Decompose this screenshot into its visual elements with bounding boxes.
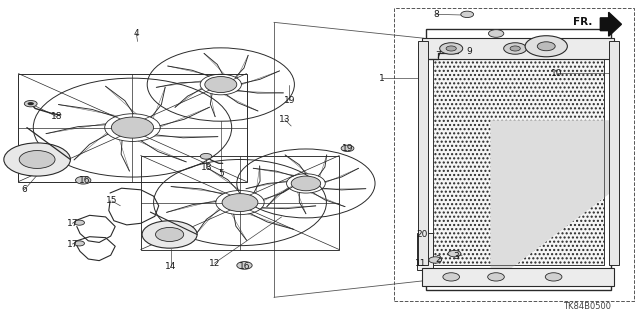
Circle shape bbox=[200, 153, 212, 159]
Text: 2: 2 bbox=[435, 256, 440, 264]
Circle shape bbox=[111, 117, 154, 138]
Text: 18: 18 bbox=[201, 163, 212, 172]
Polygon shape bbox=[491, 120, 611, 284]
Circle shape bbox=[510, 46, 520, 51]
Circle shape bbox=[440, 43, 463, 54]
Text: 15: 15 bbox=[106, 197, 118, 205]
Text: 19: 19 bbox=[284, 96, 295, 105]
Circle shape bbox=[222, 194, 258, 211]
Text: 12: 12 bbox=[209, 259, 220, 268]
Bar bbox=[422, 38, 614, 59]
Circle shape bbox=[545, 273, 562, 281]
Bar bbox=[394, 8, 634, 301]
Text: TK84B0500: TK84B0500 bbox=[563, 302, 611, 311]
Text: 1: 1 bbox=[380, 74, 385, 83]
Circle shape bbox=[429, 257, 442, 263]
Circle shape bbox=[446, 46, 456, 51]
Circle shape bbox=[156, 227, 184, 241]
Bar bbox=[19, 74, 246, 182]
Circle shape bbox=[205, 77, 237, 93]
Circle shape bbox=[19, 151, 55, 168]
Text: 19: 19 bbox=[342, 144, 353, 153]
Text: 16: 16 bbox=[79, 176, 91, 185]
Bar bbox=[422, 268, 614, 286]
Text: 14: 14 bbox=[165, 262, 177, 271]
Circle shape bbox=[4, 143, 70, 176]
Text: 13: 13 bbox=[279, 115, 291, 124]
Circle shape bbox=[448, 250, 461, 257]
Circle shape bbox=[74, 220, 84, 225]
Circle shape bbox=[525, 36, 568, 57]
Bar bbox=[417, 233, 433, 270]
Text: 7: 7 bbox=[436, 51, 441, 60]
Circle shape bbox=[24, 100, 37, 107]
Circle shape bbox=[74, 241, 84, 246]
Circle shape bbox=[237, 262, 252, 269]
Text: 17: 17 bbox=[67, 240, 78, 249]
Text: FR.: FR. bbox=[573, 17, 592, 27]
Circle shape bbox=[504, 43, 527, 54]
Bar bbox=[433, 41, 604, 265]
Text: 17: 17 bbox=[67, 219, 78, 228]
Circle shape bbox=[142, 221, 197, 248]
Circle shape bbox=[28, 102, 34, 105]
Circle shape bbox=[461, 11, 474, 18]
Bar bbox=[609, 41, 619, 265]
Text: 3: 3 bbox=[453, 252, 458, 261]
FancyArrow shape bbox=[600, 12, 621, 36]
Text: 18: 18 bbox=[51, 112, 62, 121]
Circle shape bbox=[76, 176, 91, 184]
Text: 5: 5 bbox=[219, 169, 224, 178]
Bar bbox=[426, 29, 611, 290]
Circle shape bbox=[488, 30, 504, 37]
Text: 20: 20 bbox=[417, 230, 428, 239]
Circle shape bbox=[341, 145, 354, 152]
Text: 8: 8 bbox=[434, 10, 439, 19]
Bar bbox=[141, 156, 339, 249]
Text: 16: 16 bbox=[239, 262, 250, 271]
Circle shape bbox=[291, 176, 321, 191]
Circle shape bbox=[443, 273, 460, 281]
Bar bbox=[433, 41, 604, 265]
Text: 4: 4 bbox=[134, 29, 139, 38]
Text: 10: 10 bbox=[551, 69, 563, 78]
Text: 6: 6 bbox=[22, 185, 27, 194]
Text: 9: 9 bbox=[467, 47, 472, 56]
Text: 11: 11 bbox=[415, 259, 427, 268]
Bar bbox=[418, 41, 428, 265]
Circle shape bbox=[538, 42, 556, 51]
Circle shape bbox=[488, 273, 504, 281]
